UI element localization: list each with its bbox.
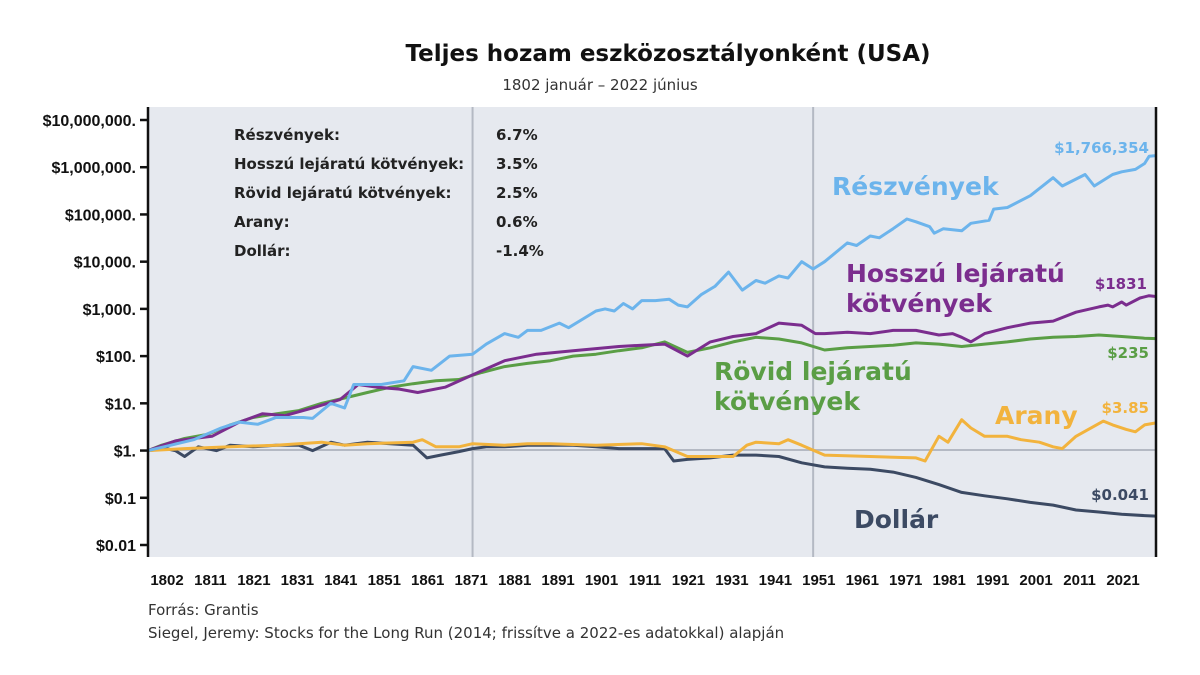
series-name-label: Arany <box>995 401 1078 430</box>
chart-subtitle: 1802 január – 2022 június <box>502 76 698 94</box>
stat-value: -1.4% <box>496 242 544 260</box>
stat-label: Rövid lejáratú kötvények: <box>234 184 452 202</box>
y-tick-label: $10,000. <box>74 255 136 272</box>
series-end-value-label: $3.85 <box>1102 399 1149 417</box>
series-name-line: Arany <box>995 401 1078 430</box>
plot-background <box>148 107 1156 557</box>
x-tick-label: 1841 <box>324 572 357 589</box>
x-tick-label: 1991 <box>976 572 1009 589</box>
series-end-value-label: $235 <box>1107 344 1149 362</box>
series-name-label: Részvények <box>832 172 1000 201</box>
series-line-3 <box>147 418 1157 463</box>
y-tick-label: $0.1 <box>105 491 136 508</box>
series-end-value-label: $1,766,354 <box>1054 139 1149 157</box>
x-tick-label: 2021 <box>1106 572 1139 589</box>
series-name-line: Részvények <box>832 172 1000 201</box>
x-tick-label: 1941 <box>759 572 792 589</box>
y-tick-label: $100,000. <box>65 207 136 224</box>
y-tick-label: $0.01 <box>96 538 136 555</box>
stat-value: 3.5% <box>496 155 538 173</box>
x-tick-label: 1961 <box>846 572 879 589</box>
x-tick-label: 1821 <box>237 572 270 589</box>
series-end-value-label: $1831 <box>1095 275 1147 293</box>
y-tick-label: $1. <box>114 444 136 461</box>
series-name-label: Dollár <box>854 505 939 534</box>
x-tick-label: 1851 <box>368 572 401 589</box>
series-line-0 <box>147 154 1157 453</box>
x-tick-label: 1811 <box>194 572 227 589</box>
x-tick-label: 1931 <box>715 572 748 589</box>
x-tick-label: 1921 <box>672 572 705 589</box>
x-tick-label: 1971 <box>889 572 922 589</box>
y-tick-label: $10. <box>105 396 136 413</box>
x-tick-label: 1861 <box>411 572 444 589</box>
x-tick-label: 1891 <box>541 572 574 589</box>
y-tick-label: $10,000,000. <box>43 113 136 130</box>
x-tick-label: 1881 <box>498 572 531 589</box>
x-tick-label: 2001 <box>1019 572 1052 589</box>
series-name-label: Rövid lejáratú kötvények <box>714 357 912 416</box>
series-end-value-label: $0.041 <box>1091 486 1149 504</box>
y-tick-label: $100. <box>96 349 136 366</box>
stat-label: Hosszú lejáratú kötvények: <box>234 155 464 173</box>
stat-value: 6.7% <box>496 126 538 144</box>
x-tick-label: 1871 <box>454 572 487 589</box>
source-note: Forrás: Grantis <box>148 601 259 619</box>
y-tick-label: $1,000,000. <box>51 160 136 177</box>
x-tick-label: 1911 <box>629 572 662 589</box>
y-tick-label: $1,000. <box>83 302 136 319</box>
stat-label: Arany: <box>234 213 290 231</box>
x-tick-label: 1901 <box>585 572 618 589</box>
stat-label: Részvények: <box>234 126 340 144</box>
series-name-line: kötvények <box>846 289 993 318</box>
series-name-line: Rövid lejáratú <box>714 357 912 386</box>
series-name-label: Hosszú lejáratú kötvények <box>846 259 1065 318</box>
stat-value: 0.6% <box>496 213 538 231</box>
chart-title: Teljes hozam eszközosztályonként (USA) <box>405 41 930 67</box>
stat-label: Dollár: <box>234 242 291 260</box>
series-name-line: Hosszú lejáratú <box>846 259 1065 288</box>
series-line-1 <box>147 294 1157 453</box>
citation-note: Siegel, Jeremy: Stocks for the Long Run … <box>148 624 784 642</box>
series-name-line: Dollár <box>854 505 939 534</box>
x-tick-label: 1981 <box>932 572 965 589</box>
series-name-line: kötvények <box>714 387 861 416</box>
x-tick-label: 2011 <box>1063 572 1096 589</box>
stat-value: 2.5% <box>496 184 538 202</box>
x-tick-label: 1951 <box>802 572 835 589</box>
x-tick-label: 1831 <box>281 572 314 589</box>
x-tick-label: 1802 <box>150 572 183 589</box>
